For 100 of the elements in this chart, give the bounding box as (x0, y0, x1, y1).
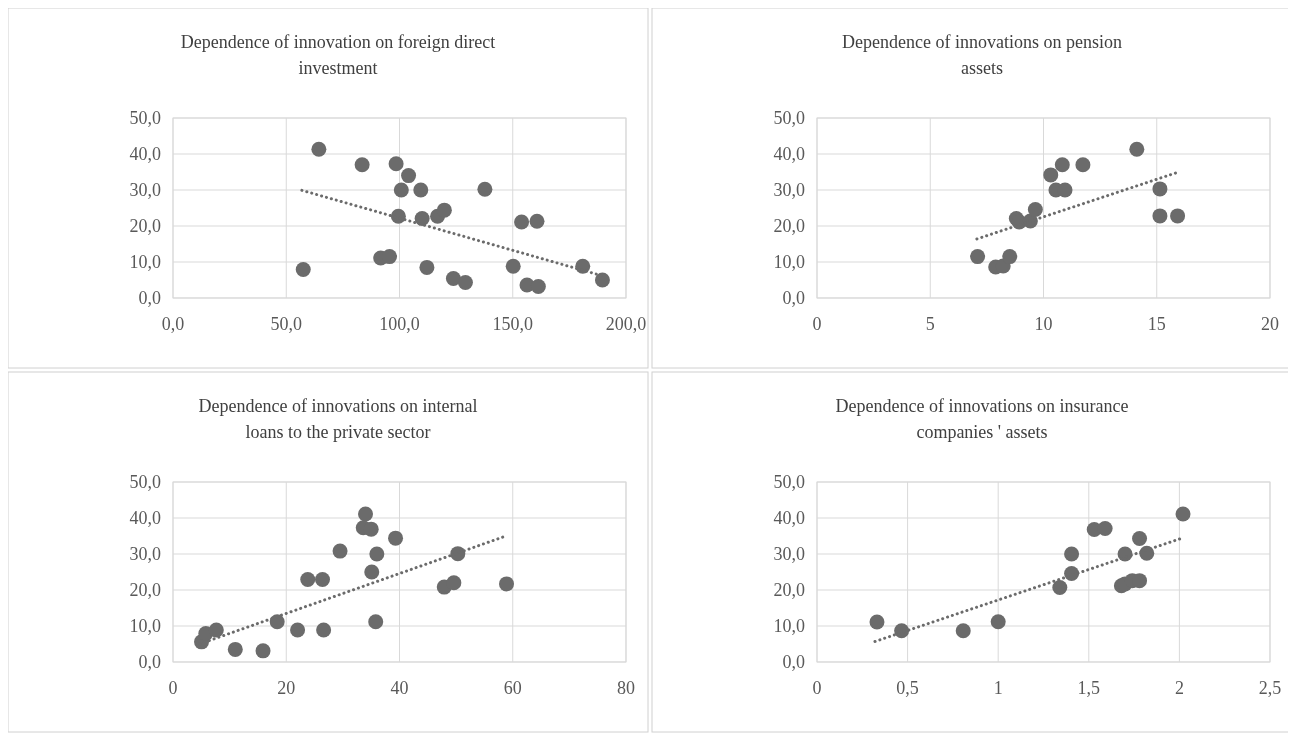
point (1097, 520, 1113, 536)
point (354, 157, 370, 173)
y-tick-label: 0,0 (782, 652, 805, 673)
point (530, 278, 546, 294)
point (369, 546, 385, 562)
y-tick-label: 0,0 (138, 288, 161, 309)
point (869, 614, 885, 630)
x-tick-label: 0,5 (896, 678, 919, 698)
x-tick-label: 15 (1147, 314, 1166, 334)
point (1054, 157, 1070, 173)
x-tick-label: 80 (617, 678, 635, 698)
x-tick-label: 100,0 (379, 314, 420, 334)
point (368, 614, 384, 630)
x-tick-label: 40 (390, 678, 409, 698)
point (208, 622, 224, 638)
point (457, 275, 473, 291)
y-tick-label: 40,0 (773, 508, 805, 529)
point (436, 202, 452, 218)
y-tick-label: 40,0 (129, 144, 161, 165)
point (1002, 249, 1018, 265)
x-tick-label: 150,0 (492, 314, 533, 334)
point (419, 259, 435, 275)
point (1152, 181, 1168, 197)
x-tick-label: 0 (812, 678, 822, 698)
point (1075, 157, 1091, 173)
point (1170, 208, 1186, 224)
x-tick-label: 1 (993, 678, 1003, 698)
point (295, 262, 311, 278)
point (499, 576, 515, 592)
point (388, 156, 404, 172)
y-tick-label: 40,0 (773, 144, 805, 165)
x-tick-label: 0,0 (161, 314, 185, 334)
y-tick-label: 20,0 (129, 580, 161, 601)
point (414, 210, 430, 226)
y-tick-label: 30,0 (773, 180, 805, 201)
y-tick-label: 30,0 (129, 544, 161, 565)
y-tick-label: 20,0 (773, 580, 805, 601)
x-tick-label: 60 (503, 678, 522, 698)
point (477, 181, 493, 197)
point (332, 543, 348, 559)
point (1132, 531, 1148, 547)
x-tick-label: 50,0 (270, 314, 302, 334)
point (382, 249, 398, 265)
point (255, 643, 271, 659)
x-tick-label: 0 (812, 314, 822, 334)
point (316, 622, 332, 638)
y-tick-label: 10,0 (773, 616, 805, 637)
point (514, 214, 530, 230)
x-tick-label: 5 (925, 314, 935, 334)
y-tick-label: 30,0 (773, 544, 805, 565)
point (311, 141, 327, 157)
x-tick-label: 2 (1174, 678, 1184, 698)
x-tick-label: 10 (1034, 314, 1053, 334)
point (505, 258, 521, 274)
point (364, 564, 380, 580)
point (1152, 208, 1168, 224)
point (594, 272, 610, 288)
x-tick-label: 200,0 (605, 314, 647, 334)
y-tick-label: 50,0 (129, 472, 161, 493)
point (1175, 506, 1191, 522)
y-tick-label: 40,0 (129, 508, 161, 529)
y-tick-label: 0,0 (138, 652, 161, 673)
point (529, 213, 545, 229)
y-tick-label: 0,0 (782, 288, 805, 309)
point (290, 622, 306, 638)
y-tick-label: 50,0 (773, 472, 805, 493)
y-tick-label: 10,0 (129, 252, 161, 273)
y-tick-label: 10,0 (773, 252, 805, 273)
x-tick-label: 0 (168, 678, 178, 698)
point (1052, 579, 1068, 595)
chart-title: Dependence of innovations on pension assets (842, 32, 1122, 78)
y-tick-label: 20,0 (129, 216, 161, 237)
y-tick-label: 20,0 (773, 216, 805, 237)
point (1043, 167, 1059, 183)
chart-title: Dependence of innovations on insurance companies ' assets (835, 396, 1129, 442)
chart-title: Dependence of innovations on internal loans to the private sector (198, 396, 478, 442)
point (401, 168, 417, 184)
point (300, 572, 316, 588)
y-tick-label: 50,0 (129, 108, 161, 129)
point (970, 249, 986, 265)
point (358, 506, 374, 522)
point (1064, 546, 1080, 562)
x-tick-label: 2,5 (1258, 678, 1282, 698)
y-tick-label: 10,0 (129, 616, 161, 637)
point (445, 271, 461, 287)
x-tick-label: 20 (277, 678, 296, 698)
point (227, 641, 243, 657)
y-tick-label: 30,0 (129, 180, 161, 201)
x-tick-label: 1,5 (1077, 678, 1101, 698)
point (413, 182, 429, 198)
y-tick-label: 50,0 (773, 108, 805, 129)
point (446, 575, 462, 591)
x-tick-label: 20 (1261, 314, 1279, 334)
chart-title: Dependence of innovation on foreign direct investment (180, 32, 496, 78)
point (1027, 201, 1043, 217)
point (1129, 141, 1145, 157)
point (388, 530, 404, 546)
point (314, 572, 330, 588)
point (393, 182, 409, 198)
point (955, 623, 971, 639)
